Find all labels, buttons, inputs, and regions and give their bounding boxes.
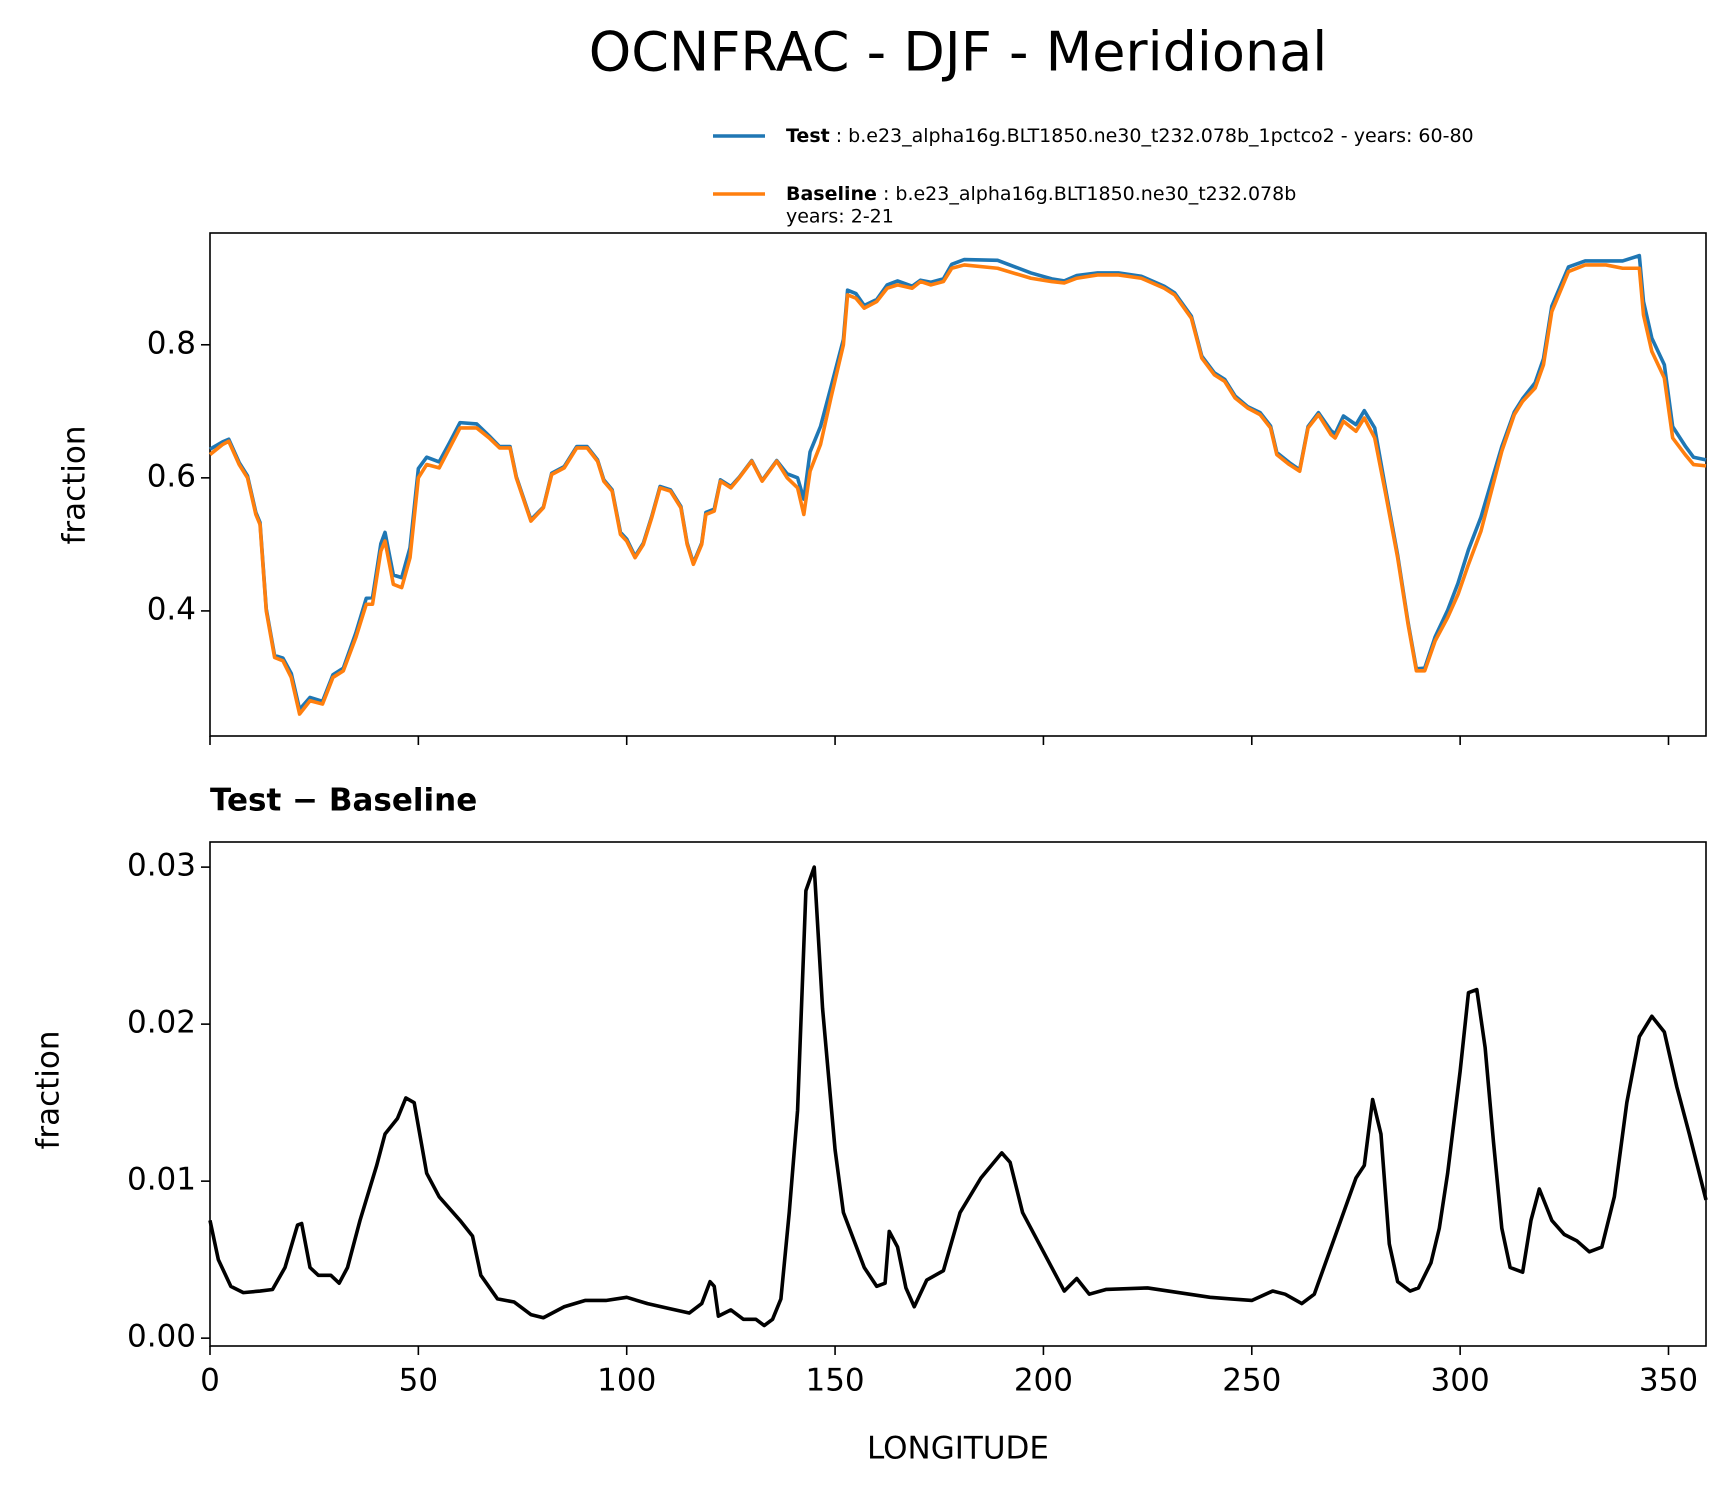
data-line <box>208 263 1707 716</box>
legend-label: Baseline : b.e23_alpha16g.BLT1850.ne30_t2… <box>786 183 1296 205</box>
legend-name: Test <box>786 125 830 147</box>
y-tick-label: 0.02 <box>127 1005 196 1041</box>
x-tick-label: 100 <box>597 1363 656 1399</box>
legend-description: : b.e23_alpha16g.BLT1850.ne30_t232.078b_… <box>836 125 1474 147</box>
y-tick-label: 0.8 <box>147 325 196 361</box>
x-tick-label: 350 <box>1639 1363 1698 1399</box>
subplot-title: Test − Baseline <box>210 783 477 819</box>
x-tick-label: 300 <box>1431 1363 1490 1399</box>
y-tick-label: 0.00 <box>127 1319 196 1355</box>
y-axis-label: fraction <box>31 1030 67 1149</box>
y-axis-label: fraction <box>57 425 93 544</box>
x-axis-label: LONGITUDE <box>867 1431 1049 1467</box>
legend-description: : b.e23_alpha16g.BLT1850.ne30_t232.078b <box>883 183 1296 205</box>
data-line <box>209 253 1707 712</box>
figure-title: OCNFRAC - DJF - Meridional <box>589 21 1328 84</box>
y-tick-label: 0.03 <box>127 848 196 884</box>
legend-description: years: 2-21 <box>786 206 894 228</box>
y-tick-label: 0.4 <box>147 591 196 627</box>
y-tick-label: 0.01 <box>127 1162 196 1198</box>
x-tick-label: 200 <box>1014 1363 1073 1399</box>
x-tick-label: 0 <box>200 1363 220 1399</box>
data-line <box>208 865 1708 1328</box>
plot-frame <box>209 841 1707 1347</box>
x-tick-label: 250 <box>1222 1363 1281 1399</box>
legend-label: Test : b.e23_alpha16g.BLT1850.ne30_t232.0… <box>786 125 1474 147</box>
legend-name: Baseline <box>786 183 877 205</box>
x-tick-label: 50 <box>399 1363 438 1399</box>
plot-frame <box>209 232 1707 737</box>
y-tick-label: 0.6 <box>147 458 196 494</box>
x-tick-label: 150 <box>805 1363 864 1399</box>
